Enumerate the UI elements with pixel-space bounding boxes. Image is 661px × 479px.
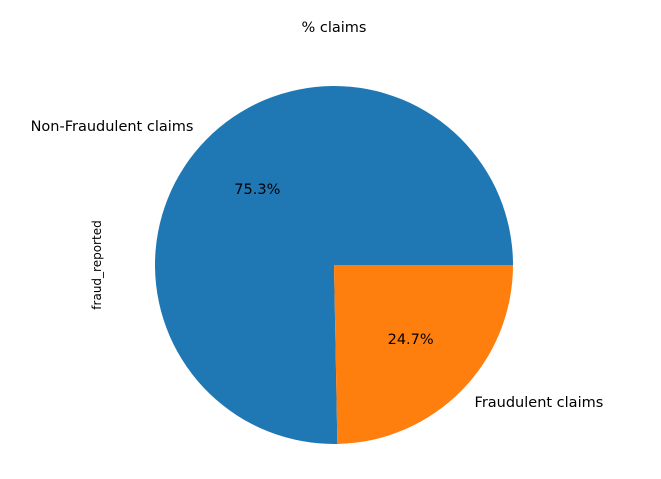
pie-labels: 75.3% Non-Fraudulent claims 24.7% Fraudulen… — [31, 119, 604, 411]
y-axis-label: fraud_reported — [90, 220, 104, 309]
chart-title: % claims — [302, 20, 367, 36]
pie-value-label-1: 75.3% — [234, 182, 280, 198]
pie-category-label-1: Non-Fraudulent claims — [31, 119, 194, 135]
pie-value-label-2: 24.7% — [388, 332, 434, 348]
pie-slices — [154, 86, 513, 445]
pie-category-label-2: Fraudulent claims — [475, 395, 604, 411]
pie-slice-2 — [334, 265, 513, 444]
